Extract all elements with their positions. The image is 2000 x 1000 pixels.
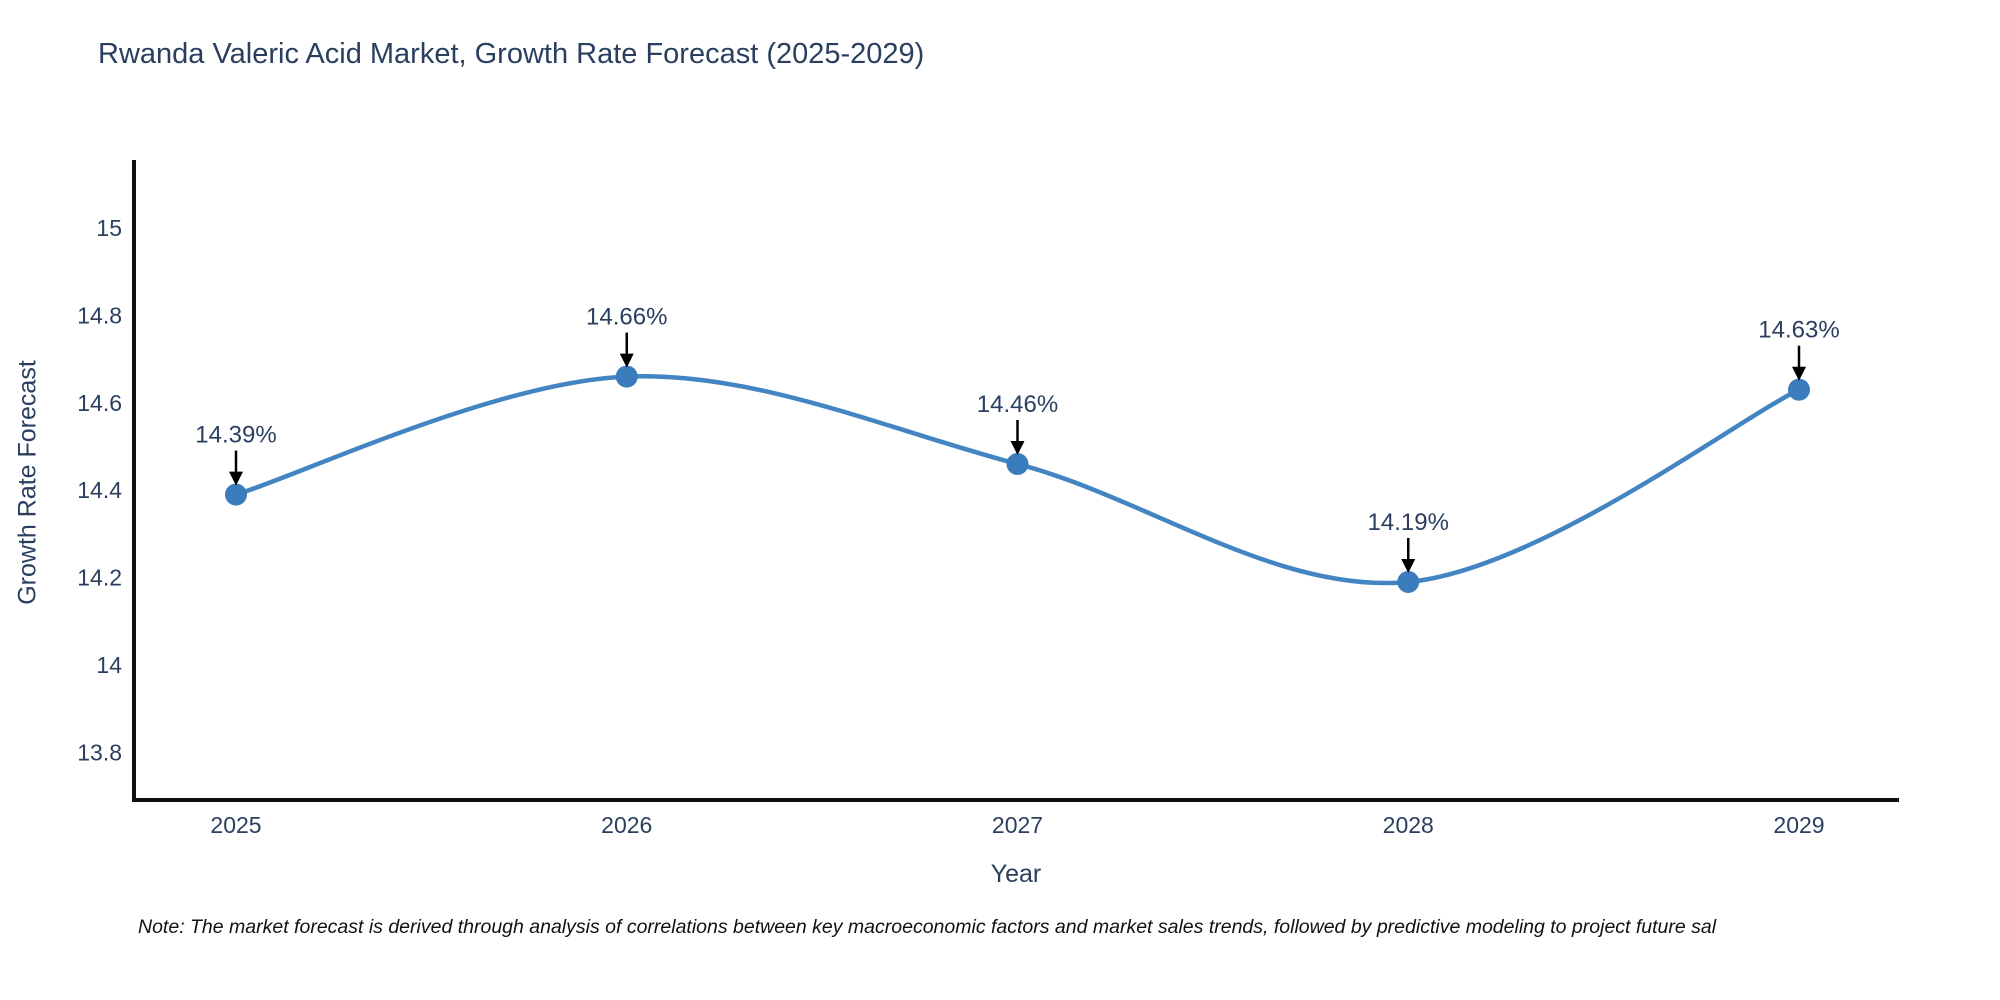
data-point-marker[interactable] — [615, 365, 638, 388]
chart-title: Rwanda Valeric Acid Market, Growth Rate … — [98, 38, 925, 70]
data-point-label: 14.63% — [1758, 317, 1839, 344]
y-tick-label: 14 — [96, 652, 122, 678]
x-tick-label: 2029 — [1773, 812, 1824, 838]
y-tick-label: 14.4 — [77, 477, 122, 503]
annotation-arrowhead-icon — [619, 353, 634, 368]
annotation-arrowhead-icon — [1401, 558, 1416, 573]
data-point-label: 14.39% — [195, 422, 276, 449]
x-tick-label: 2026 — [601, 812, 652, 838]
annotation-arrowhead-icon — [1010, 440, 1025, 455]
y-tick-label: 14.8 — [77, 302, 122, 328]
y-tick-label: 13.8 — [77, 739, 122, 765]
y-tick-label: 15 — [96, 215, 122, 241]
data-point-label: 14.66% — [586, 304, 667, 331]
data-point-marker[interactable] — [1788, 378, 1810, 401]
annotation-arrowhead-icon — [1792, 366, 1806, 381]
data-point-label: 14.46% — [977, 391, 1058, 418]
y-tick-label: 14.6 — [77, 390, 122, 416]
data-point-label: 14.19% — [1368, 509, 1449, 536]
data-point-marker[interactable] — [1397, 570, 1420, 593]
footnote: Note: The market forecast is derived thr… — [138, 916, 1717, 938]
y-tick-label: 14.2 — [77, 565, 122, 591]
x-tick-label: 2025 — [210, 812, 261, 838]
x-axis-title: Year — [990, 860, 1042, 888]
data-point-marker[interactable] — [225, 483, 247, 506]
data-point-marker[interactable] — [1006, 452, 1029, 475]
x-tick-label: 2027 — [992, 812, 1043, 838]
annotation-arrowhead-icon — [229, 471, 243, 486]
x-tick-label: 2028 — [1383, 812, 1434, 838]
